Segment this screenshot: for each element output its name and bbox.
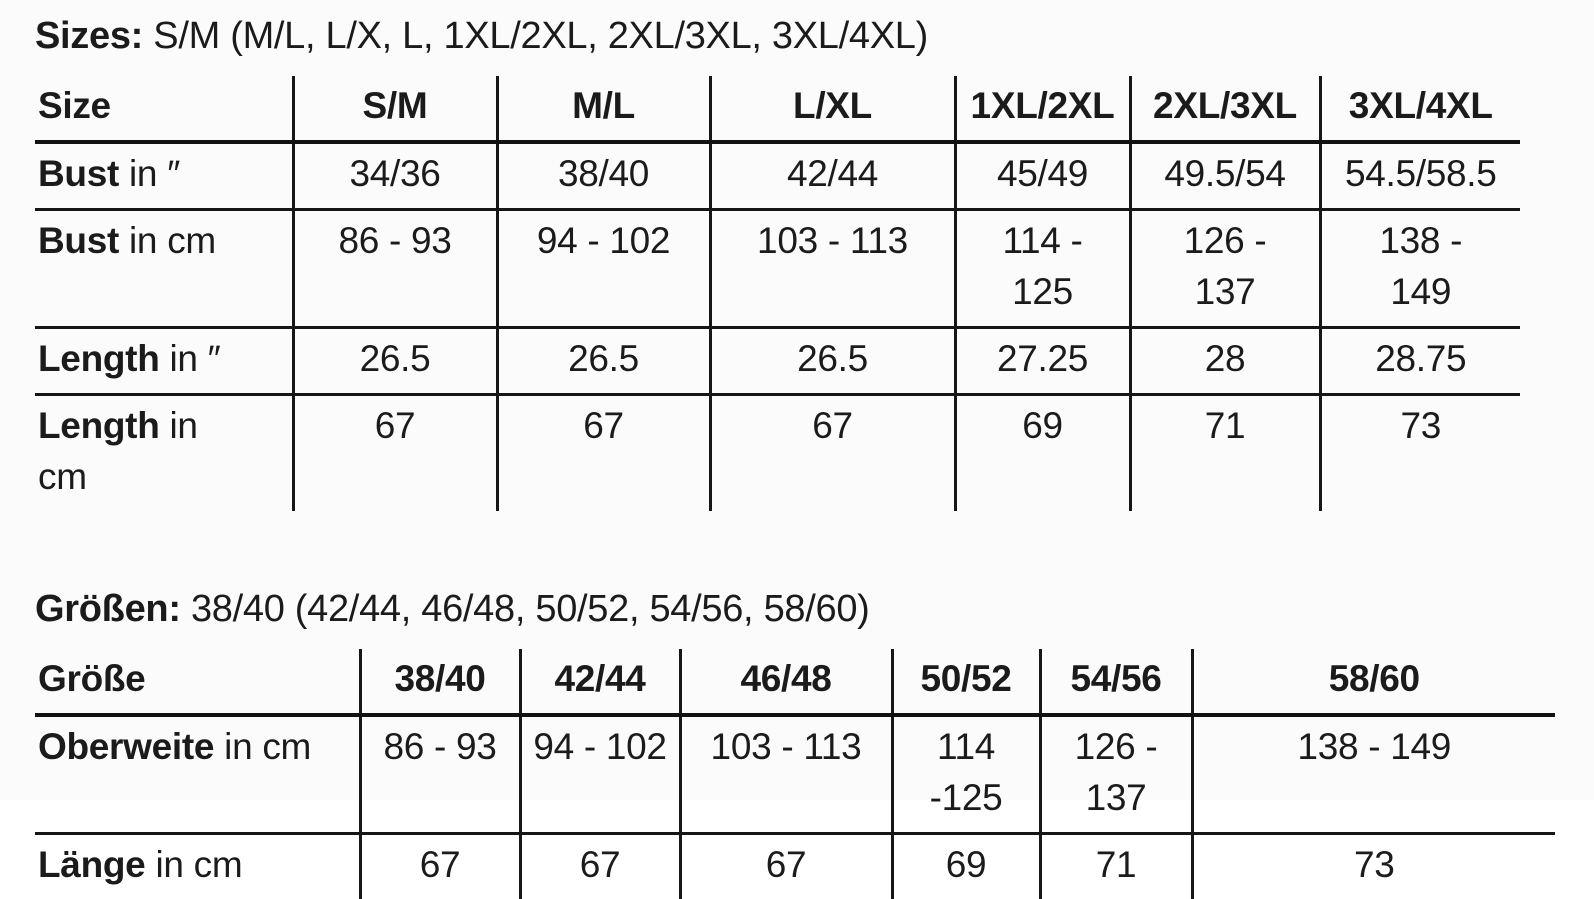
row-label-bust-inches: Bust in ″ bbox=[35, 141, 295, 211]
column-header-1xl2xl: 1XL/2XL bbox=[955, 75, 1132, 144]
row-label-bold: Length bbox=[38, 404, 160, 446]
size-table-en: Size S/M M/L L/XL 1XL/2XL 2XL/3XL 3XL/4X… bbox=[35, 75, 1520, 511]
row-label-laenge: Länge in cm bbox=[35, 833, 362, 899]
table-cell: 49.5/54 bbox=[1130, 141, 1322, 211]
size-table-de-header-row: Größe 38/40 42/44 46/48 50/52 54/56 58/6… bbox=[35, 648, 1555, 717]
column-header-5456: 54/56 bbox=[1040, 648, 1194, 717]
table-cell: 67 bbox=[710, 394, 957, 511]
row-label-rest: in cm bbox=[119, 219, 216, 261]
table-cell: 86 - 93 bbox=[360, 714, 522, 835]
row-label-length-inches: Length in ″ bbox=[35, 327, 295, 396]
size-table-de: Größe 38/40 42/44 46/48 50/52 54/56 58/6… bbox=[35, 648, 1555, 899]
table-cell: 126 - 137 bbox=[1130, 209, 1322, 329]
row-label-bust-cm: Bust in cm bbox=[35, 209, 295, 329]
table-cell: 138 - 149 bbox=[1192, 714, 1555, 835]
table-cell: 94 - 102 bbox=[520, 714, 682, 835]
row-label-rest: in cm bbox=[214, 725, 312, 767]
table-cell: 103 - 113 bbox=[680, 714, 894, 835]
table-cell: 27.25 bbox=[955, 327, 1132, 396]
sizes-heading-en-text: S/M (M/L, L/X, L, 1XL/2XL, 2XL/3XL, 3XL/… bbox=[153, 15, 928, 57]
column-header-lxl: L/XL bbox=[710, 75, 957, 144]
row-bust-inches: Bust in ″ 34/36 38/40 42/44 45/49 49.5/5… bbox=[35, 141, 1520, 211]
row-label-bold: Länge bbox=[38, 843, 146, 885]
table-cell: 69 bbox=[892, 833, 1042, 899]
column-header-4648: 46/48 bbox=[680, 648, 894, 717]
row-label-rest: in ″ bbox=[159, 337, 221, 379]
size-table-en-header-row: Size S/M M/L L/XL 1XL/2XL 2XL/3XL 3XL/4X… bbox=[35, 75, 1520, 144]
table-cell: 114 - 125 bbox=[955, 209, 1132, 329]
column-header-size: Size bbox=[35, 75, 295, 144]
table-cell: 86 - 93 bbox=[293, 209, 499, 329]
table-cell: 71 bbox=[1130, 394, 1322, 511]
table-cell: 54.5/58.5 bbox=[1320, 141, 1520, 211]
table-cell: 26.5 bbox=[497, 327, 712, 396]
column-header-4244: 42/44 bbox=[520, 648, 682, 717]
row-label-bold: Length bbox=[38, 337, 160, 379]
sizes-heading-de-text: 38/40 (42/44, 46/48, 50/52, 54/56, 58/60… bbox=[190, 587, 870, 630]
row-length-inches: Length in ″ 26.5 26.5 26.5 27.25 28 28.7… bbox=[35, 327, 1520, 396]
table-cell: 103 - 113 bbox=[710, 209, 957, 329]
row-label-bold: Bust bbox=[38, 152, 120, 194]
table-cell: 73 bbox=[1400, 404, 1442, 446]
column-header-5052: 50/52 bbox=[892, 648, 1042, 717]
row-label-oberweite: Oberweite in cm bbox=[35, 714, 362, 835]
sizes-heading-en: Sizes: S/M (M/L, L/X, L, 1XL/2XL, 2XL/3X… bbox=[35, 14, 1574, 60]
row-length-cm: Length in cm 67 67 67 69 71 73 bbox=[35, 394, 1520, 511]
row-label-length-cm: Length in cm bbox=[35, 394, 295, 511]
table-cell: 28 bbox=[1130, 327, 1322, 396]
column-header-ml: M/L bbox=[497, 75, 712, 144]
row-label-rest: in cm bbox=[145, 843, 243, 885]
row-oberweite-cm: Oberweite in cm 86 - 93 94 - 102 103 - 1… bbox=[35, 714, 1555, 835]
row-label-rest: in ″ bbox=[119, 152, 180, 194]
sizes-heading-de: Größen: 38/40 (42/44, 46/48, 50/52, 54/5… bbox=[35, 587, 1574, 633]
table-cell: 67 bbox=[520, 833, 682, 899]
table-cell: 73 bbox=[1353, 843, 1395, 885]
table-cell: 94 - 102 bbox=[497, 209, 712, 329]
table-cell: 26.5 bbox=[710, 327, 957, 396]
table-cell: 71 bbox=[1040, 833, 1194, 899]
column-header-3xl4xl: 3XL/4XL bbox=[1320, 75, 1520, 144]
table-cell: 38/40 bbox=[497, 141, 712, 211]
table-cell: 69 bbox=[955, 394, 1132, 511]
table-cell: 67 bbox=[293, 394, 499, 511]
row-label-bold: Oberweite bbox=[38, 725, 215, 767]
column-header-sm: S/M bbox=[293, 75, 499, 144]
row-label-bold: Bust bbox=[38, 219, 120, 261]
sizes-heading-de-label: Größen: bbox=[35, 587, 181, 630]
column-header-2xl3xl: 2XL/3XL bbox=[1130, 75, 1322, 144]
column-header-groesse: Größe bbox=[35, 648, 362, 717]
table-cell: 126 - 137 bbox=[1040, 714, 1194, 835]
table-cell: 45/49 bbox=[955, 141, 1132, 211]
table-cell: 138 - 149 bbox=[1320, 209, 1520, 329]
table-cell: 26.5 bbox=[293, 327, 499, 396]
row-bust-cm: Bust in cm 86 - 93 94 - 102 103 - 113 11… bbox=[35, 209, 1520, 329]
table-cell: 67 bbox=[360, 833, 522, 899]
table-cell: 67 bbox=[680, 833, 894, 899]
column-header-5860: 58/60 bbox=[1192, 648, 1555, 717]
row-label-rest: in cm bbox=[38, 404, 198, 497]
table-cell: 28.75 bbox=[1320, 327, 1520, 396]
table-cell: 42/44 bbox=[710, 141, 957, 211]
table-cell: 67 bbox=[497, 394, 712, 511]
sizes-heading-en-label: Sizes: bbox=[35, 15, 144, 57]
column-header-3840: 38/40 bbox=[360, 648, 522, 717]
table-cell: 34/36 bbox=[293, 141, 499, 211]
row-laenge-cm: Länge in cm 67 67 67 69 71 73 bbox=[35, 833, 1555, 899]
table-cell: 114 -125 bbox=[892, 714, 1042, 835]
